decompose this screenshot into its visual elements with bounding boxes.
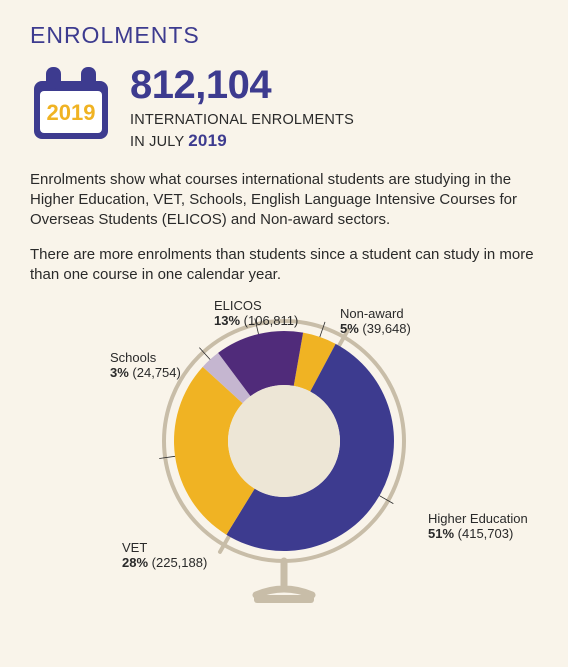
segment-label: Higher Education51% (415,703) (428, 512, 528, 542)
enrolment-subline: INTERNATIONAL ENROLMENTS IN JULY 2019 (130, 111, 354, 152)
paragraph-1: Enrolments show what courses internation… (30, 170, 538, 231)
segment-label: VET28% (225,188) (122, 541, 207, 571)
page-title: ENROLMENTS (30, 22, 538, 49)
segment-label: Non-award5% (39,648) (340, 307, 411, 337)
donut-chart: Non-award5% (39,648) Higher Education51% … (30, 299, 538, 629)
segment-label: Schools3% (24,754) (110, 351, 181, 381)
subline-2-year: 2019 (188, 131, 227, 150)
subline-2-prefix: IN JULY (130, 134, 188, 150)
hero-row: 2019 812,104 INTERNATIONAL ENROLMENTS IN… (30, 63, 538, 152)
calendar-icon: 2019 (30, 63, 112, 143)
calendar-year: 2019 (47, 100, 96, 125)
subline-1: INTERNATIONAL ENROLMENTS (130, 112, 354, 128)
segment-label: ELICOS13% (106,811) (214, 299, 298, 329)
enrolment-count: 812,104 (130, 65, 354, 105)
paragraph-2: There are more enrolments than students … (30, 245, 538, 286)
